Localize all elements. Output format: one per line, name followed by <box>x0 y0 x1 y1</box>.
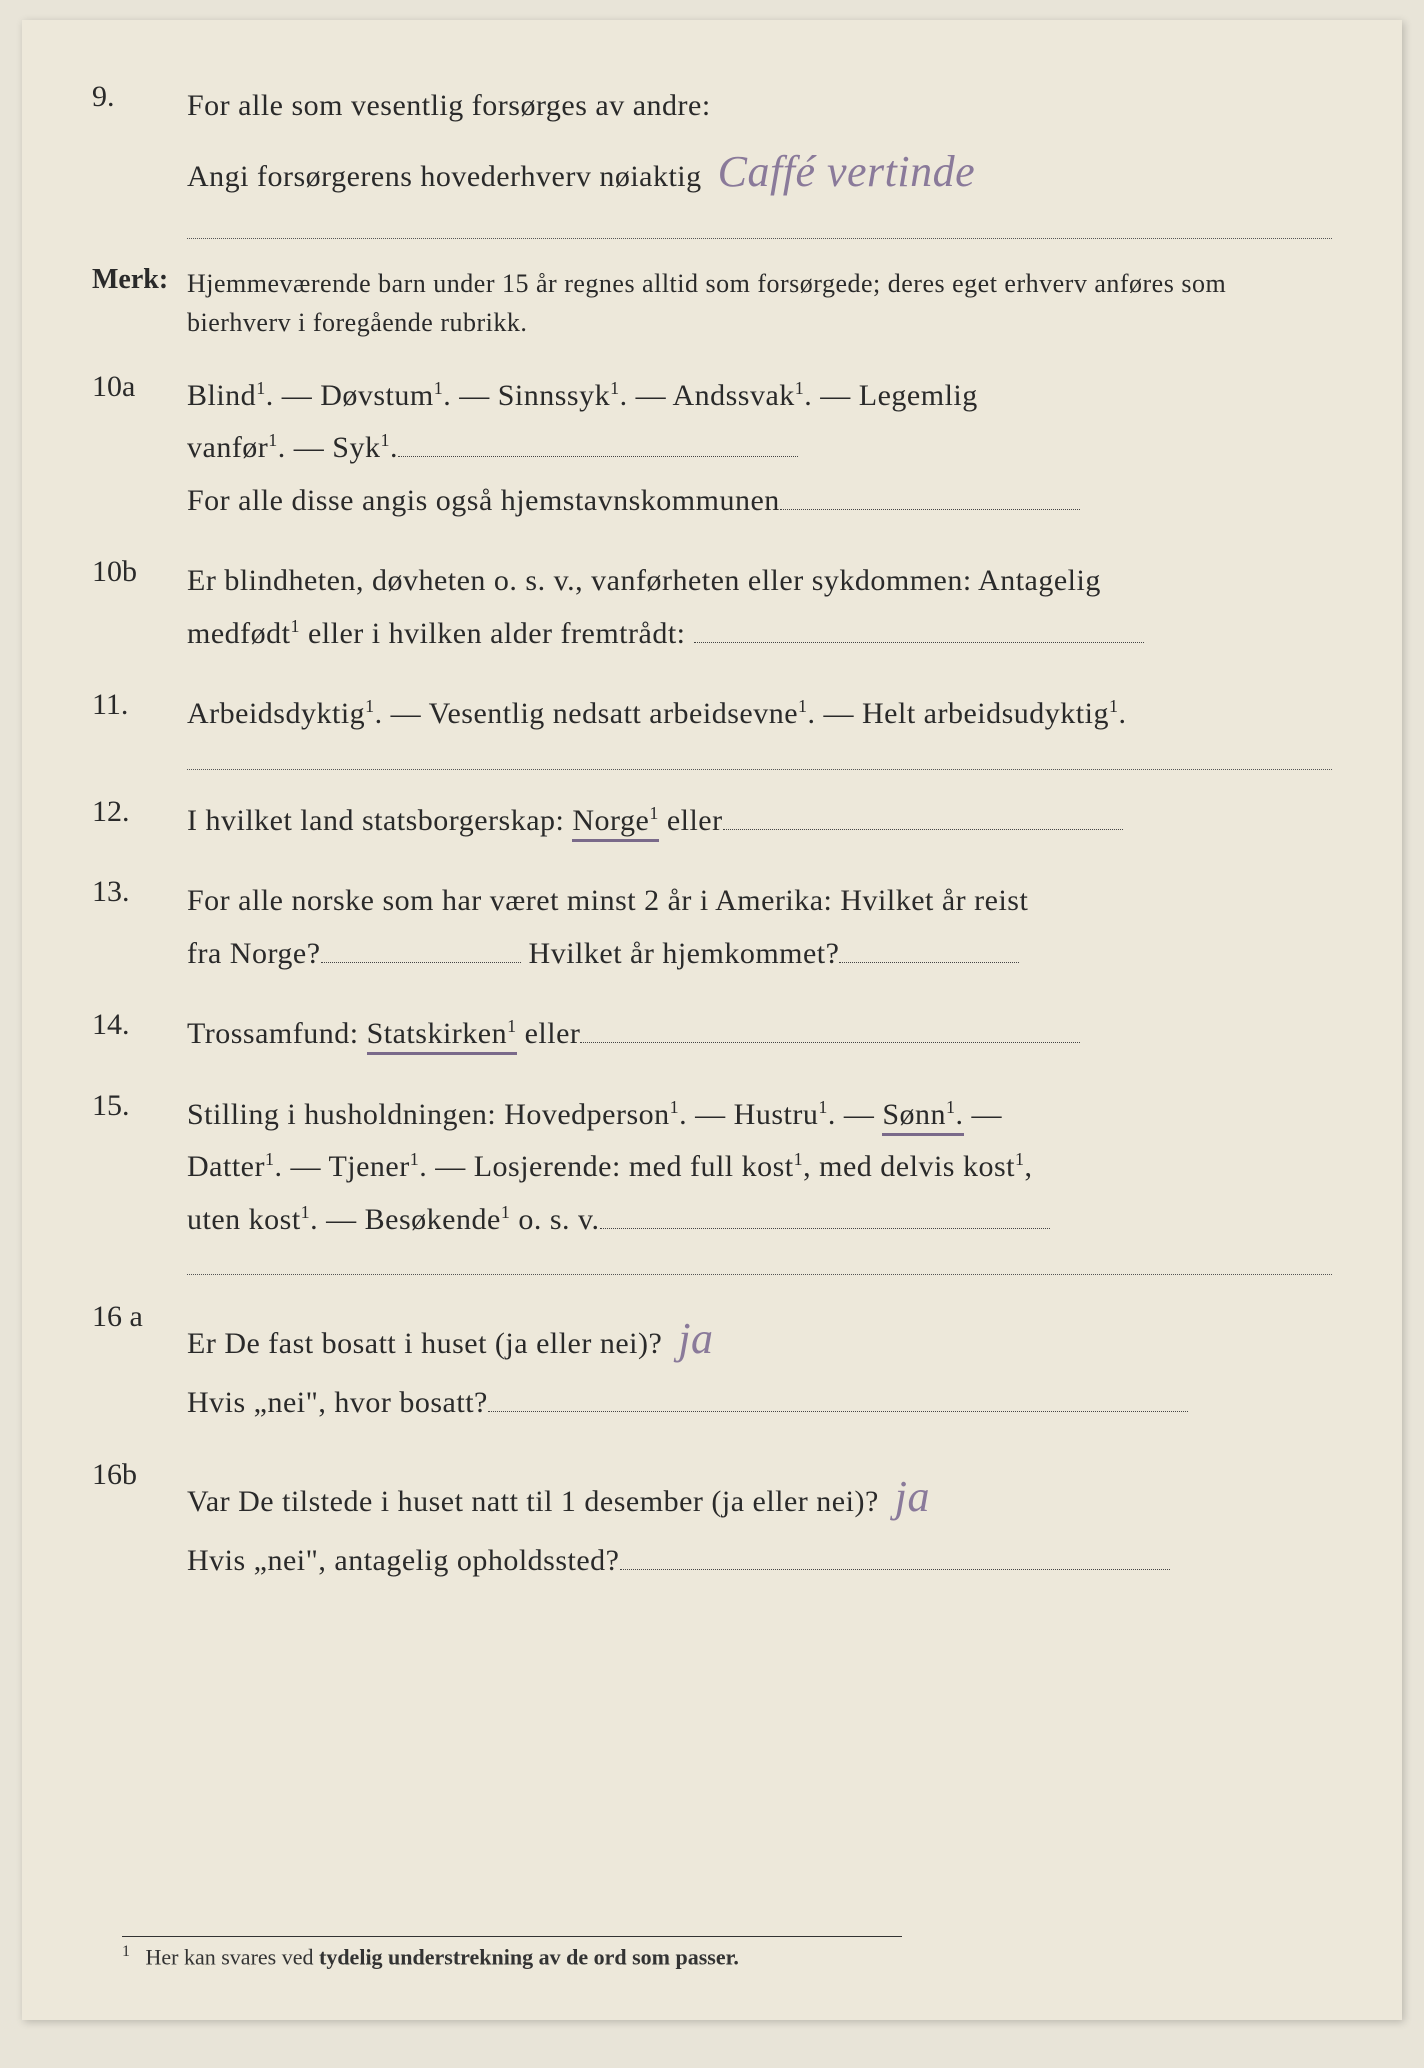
q16a-line1: Er De fast bosatt i huset (ja eller nei)… <box>187 1327 662 1360</box>
census-form-page: 9. For alle som vesentlig forsørges av a… <box>22 20 1402 2020</box>
q10b-medfodt: medfødt <box>187 617 290 650</box>
divider <box>187 1274 1332 1275</box>
q10b-content: Er blindheten, døvheten o. s. v., vanfør… <box>187 555 1332 660</box>
q13-content: For alle norske som har været minst 2 år… <box>187 875 1332 980</box>
q11-number: 11. <box>92 688 187 722</box>
q15-h: uten kost <box>187 1203 301 1236</box>
q15-e: Tjener <box>328 1150 409 1183</box>
q12-norge-underlined: Norge1 <box>572 804 658 842</box>
question-15: 15. Stilling i husholdningen: Hovedperso… <box>92 1089 1332 1247</box>
q10a-vanfor: vanfør <box>187 431 268 464</box>
q10a-line3: For alle disse angis også hjemstavnskomm… <box>187 484 780 517</box>
q10a-sinnsyk: Sinnssyk <box>498 379 610 412</box>
q9-line1: For alle som vesentlig forsørges av andr… <box>187 89 711 122</box>
q13-line2a: fra Norge? <box>187 937 321 970</box>
q16b-content: Var De tilstede i huset natt til 1 desem… <box>187 1458 1332 1588</box>
q15-j: o. s. v. <box>518 1203 599 1236</box>
q14-content: Trossamfund: Statskirken1 eller <box>187 1008 1332 1061</box>
q16b-line1: Var De tilstede i huset natt til 1 desem… <box>187 1485 879 1518</box>
q10b-line2b: eller i hvilken alder fremtrådt: <box>308 617 686 650</box>
q14-number: 14. <box>92 1008 187 1042</box>
q11-content: Arbeidsdyktig1. — Vesentlig nedsatt arbe… <box>187 688 1332 741</box>
q10a-number: 10a <box>92 370 187 404</box>
q16a-line2: Hvis „nei", hvor bosatt? <box>187 1386 488 1419</box>
q9-content: For alle som vesentlig forsørges av andr… <box>187 80 1332 210</box>
question-12: 12. I hvilket land statsborgerskap: Norg… <box>92 795 1332 848</box>
question-10a: 10a Blind1. — Døvstum1. — Sinnssyk1. — A… <box>92 370 1332 528</box>
q16a-number: 16 a <box>92 1300 187 1334</box>
q15-a: Stilling i husholdningen: Hovedperson <box>187 1098 670 1131</box>
q10a-blind: Blind <box>187 379 256 412</box>
q10a-content: Blind1. — Døvstum1. — Sinnssyk1. — Andss… <box>187 370 1332 528</box>
q14-statskirken-underlined: Statskirken1 <box>367 1017 517 1055</box>
q10a-andssvak: Andssvak <box>672 379 794 412</box>
footnote: 1 Her kan svares ved tydelig understrekn… <box>122 1936 902 1970</box>
q16b-number: 16b <box>92 1458 187 1492</box>
q9-line2: Angi forsørgerens hovederhverv nøiaktig <box>187 160 702 193</box>
q15-content: Stilling i husholdningen: Hovedperson1. … <box>187 1089 1332 1247</box>
q15-g: med delvis kost <box>819 1150 1015 1183</box>
question-16b: 16b Var De tilstede i huset natt til 1 d… <box>92 1458 1332 1588</box>
q9-number: 9. <box>92 80 187 114</box>
question-16a: 16 a Er De fast bosatt i huset (ja eller… <box>92 1300 1332 1430</box>
q12-eller: eller <box>667 804 723 837</box>
q16b-handwritten-answer: ja <box>895 1458 930 1535</box>
q14-eller: eller <box>525 1017 581 1050</box>
q9-handwritten-answer: Caffé vertinde <box>718 133 976 210</box>
merk-text: Hjemmeværende barn under 15 år regnes al… <box>187 264 1332 342</box>
q12-content: I hvilket land statsborgerskap: Norge1 e… <box>187 795 1332 848</box>
q15-f: Losjerende: med full kost <box>474 1150 794 1183</box>
q10b-number: 10b <box>92 555 187 589</box>
q13-line2b: Hvilket år hjemkommet? <box>529 937 840 970</box>
question-11: 11. Arbeidsdyktig1. — Vesentlig nedsatt … <box>92 688 1332 741</box>
q15-sonn-underlined: Sønn1. <box>882 1098 963 1136</box>
q12-number: 12. <box>92 795 187 829</box>
question-13: 13. For alle norske som har været minst … <box>92 875 1332 980</box>
q11-b: Vesentlig nedsatt arbeidsevne <box>429 697 798 730</box>
q10b-line1: Er blindheten, døvheten o. s. v., vanfør… <box>187 564 1101 597</box>
divider <box>187 238 1332 239</box>
merk-label: Merk: <box>92 264 187 296</box>
q16b-line2: Hvis „nei", antagelig opholdssted? <box>187 1544 620 1577</box>
footnote-text-b: tydelig understrekning av de ord som pas… <box>319 1944 739 1969</box>
q16a-handwritten-answer: ja <box>678 1300 713 1377</box>
q10a-syk: Syk <box>332 431 380 464</box>
q15-b: Hustru <box>734 1098 819 1131</box>
footnote-text-a: Her kan svares ved <box>146 1944 320 1969</box>
q10a-dovstum: Døvstum <box>320 379 434 412</box>
q14-text: Trossamfund: <box>187 1017 367 1050</box>
footnote-number: 1 <box>122 1943 130 1960</box>
question-10b: 10b Er blindheten, døvheten o. s. v., va… <box>92 555 1332 660</box>
q13-number: 13. <box>92 875 187 909</box>
merk-note: Merk: Hjemmeværende barn under 15 år reg… <box>92 264 1332 342</box>
q11-c: Helt arbeidsudyktig <box>862 697 1109 730</box>
divider <box>187 769 1332 770</box>
question-9: 9. For alle som vesentlig forsørges av a… <box>92 80 1332 210</box>
q11-a: Arbeidsdyktig <box>187 697 365 730</box>
q13-line1: For alle norske som har været minst 2 år… <box>187 884 1028 917</box>
q10a-legemlig: Legemlig <box>859 379 978 412</box>
q12-text: I hvilket land statsborgerskap: <box>187 804 572 837</box>
q15-number: 15. <box>92 1089 187 1123</box>
q15-d: Datter <box>187 1150 265 1183</box>
q16a-content: Er De fast bosatt i huset (ja eller nei)… <box>187 1300 1332 1430</box>
q15-i: Besøkende <box>365 1203 501 1236</box>
question-14: 14. Trossamfund: Statskirken1 eller <box>92 1008 1332 1061</box>
